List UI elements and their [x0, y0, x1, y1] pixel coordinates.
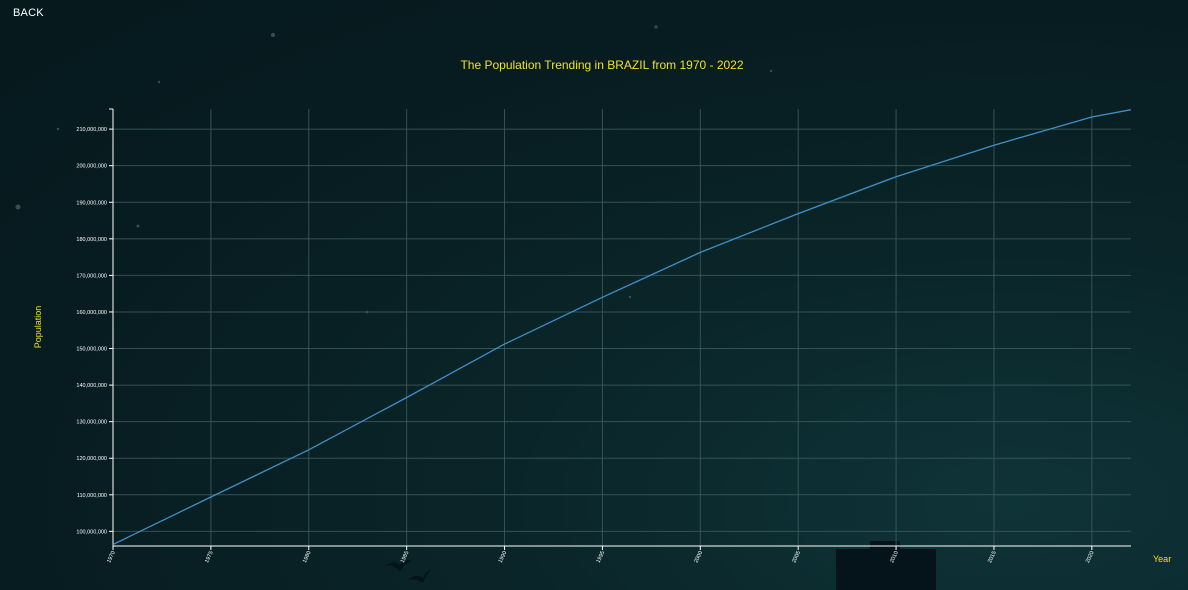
- y-tick-label: 120,000,000: [76, 456, 107, 462]
- series-line: [112, 109, 1132, 546]
- y-tick-label: 100,000,000: [76, 529, 107, 535]
- x-tick-label: 1990: [498, 550, 509, 564]
- y-tick-label: 210,000,000: [76, 127, 107, 133]
- x-tick-label: 2005: [791, 550, 802, 564]
- star-dots: [15, 25, 773, 314]
- x-axis-label: Year: [1153, 554, 1172, 564]
- chart-title: The Population Trending in BRAZIL from 1…: [460, 58, 744, 72]
- axes: [109, 108, 1131, 550]
- series-layer: [112, 109, 1132, 546]
- y-tick-label: 150,000,000: [76, 347, 107, 353]
- y-tick-label: 110,000,000: [77, 493, 107, 499]
- x-tick-label: 2020: [1085, 550, 1096, 564]
- y-tick-label: 160,000,000: [76, 310, 107, 316]
- x-tick-label: 1980: [302, 550, 313, 564]
- x-axis-ticks: 1970 1975 1980 1985 1990 1995 2000 2005 2010 2015…: [106, 550, 1095, 564]
- y-tick-label: 170,000,000: [76, 273, 107, 279]
- x-tick-label: 1970: [106, 550, 117, 564]
- y-tick-label: 180,000,000: [76, 237, 107, 243]
- back-link[interactable]: BACK: [13, 7, 44, 19]
- y-tick-label: 200,000,000: [76, 164, 107, 170]
- grid-lines: [112, 109, 1131, 546]
- x-tick-label: 1985: [400, 550, 411, 564]
- x-tick-label: 1995: [596, 550, 607, 564]
- bird-silhouette: [385, 560, 432, 583]
- y-tick-label: 140,000,000: [76, 383, 107, 389]
- y-tick-label: 130,000,000: [76, 420, 107, 426]
- y-tick-label: 190,000,000: [76, 200, 107, 206]
- y-axis-ticks: 100,000,000 110,000,000 120,000,000 130,000…: [76, 127, 107, 535]
- x-tick-label: 1975: [204, 550, 215, 564]
- x-tick-label: 2015: [987, 550, 998, 564]
- x-tick-label: 2000: [694, 550, 705, 564]
- x-tick-label: 2010: [889, 550, 900, 564]
